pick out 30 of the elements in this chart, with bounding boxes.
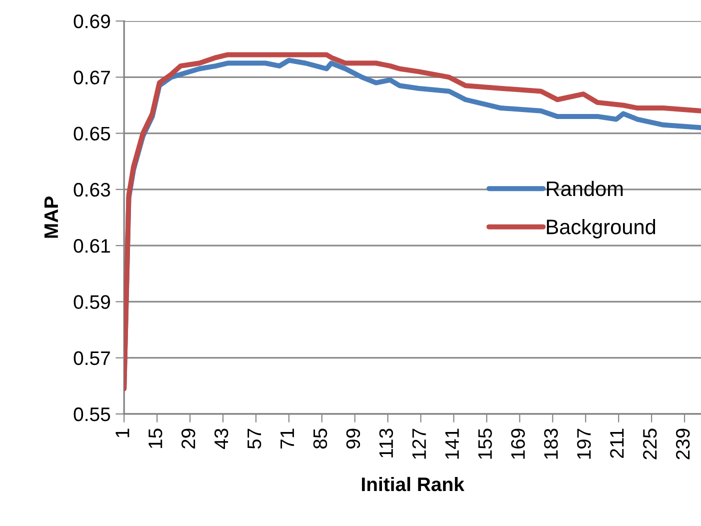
x-tick-label: 127 — [412, 428, 426, 459]
y-axis-title: MAP — [44, 196, 58, 238]
x-tick-label: 141 — [445, 428, 459, 459]
y-tick-label: 0.69 — [74, 14, 110, 28]
x-tick-label: 155 — [478, 428, 492, 459]
y-tick-label: 0.55 — [74, 407, 110, 422]
legend-label: Random — [546, 180, 623, 196]
y-tick-label: 0.59 — [74, 295, 110, 309]
x-tick-label: 43 — [214, 428, 228, 450]
y-tick-label: 0.57 — [74, 351, 110, 366]
y-tick-label: 0.67 — [74, 70, 110, 84]
x-tick-label: 169 — [511, 428, 525, 459]
x-tick-label: 113 — [379, 428, 394, 458]
x-tick-label: 85 — [313, 428, 328, 449]
x-tick-label: 1 — [116, 428, 130, 438]
x-tick-label: 29 — [181, 428, 196, 448]
x-tick-label: 225 — [643, 428, 657, 460]
x-tick-label: 15 — [148, 428, 162, 448]
x-tick-label: 57 — [248, 428, 262, 449]
legend-label: Background — [546, 219, 656, 238]
y-tick-label: 0.65 — [74, 126, 110, 141]
y-tick-label: 0.63 — [74, 182, 110, 197]
x-axis-title: Initial Rank — [362, 476, 464, 492]
x-tick-label: 197 — [577, 428, 591, 459]
x-tick-label: 99 — [346, 428, 360, 449]
x-tick-label: 239 — [676, 428, 690, 460]
x-tick-label: 71 — [280, 428, 294, 448]
x-tick-label: 211 — [610, 428, 624, 458]
x-tick-label: 183 — [544, 428, 558, 459]
y-tick-label: 0.61 — [74, 239, 110, 253]
